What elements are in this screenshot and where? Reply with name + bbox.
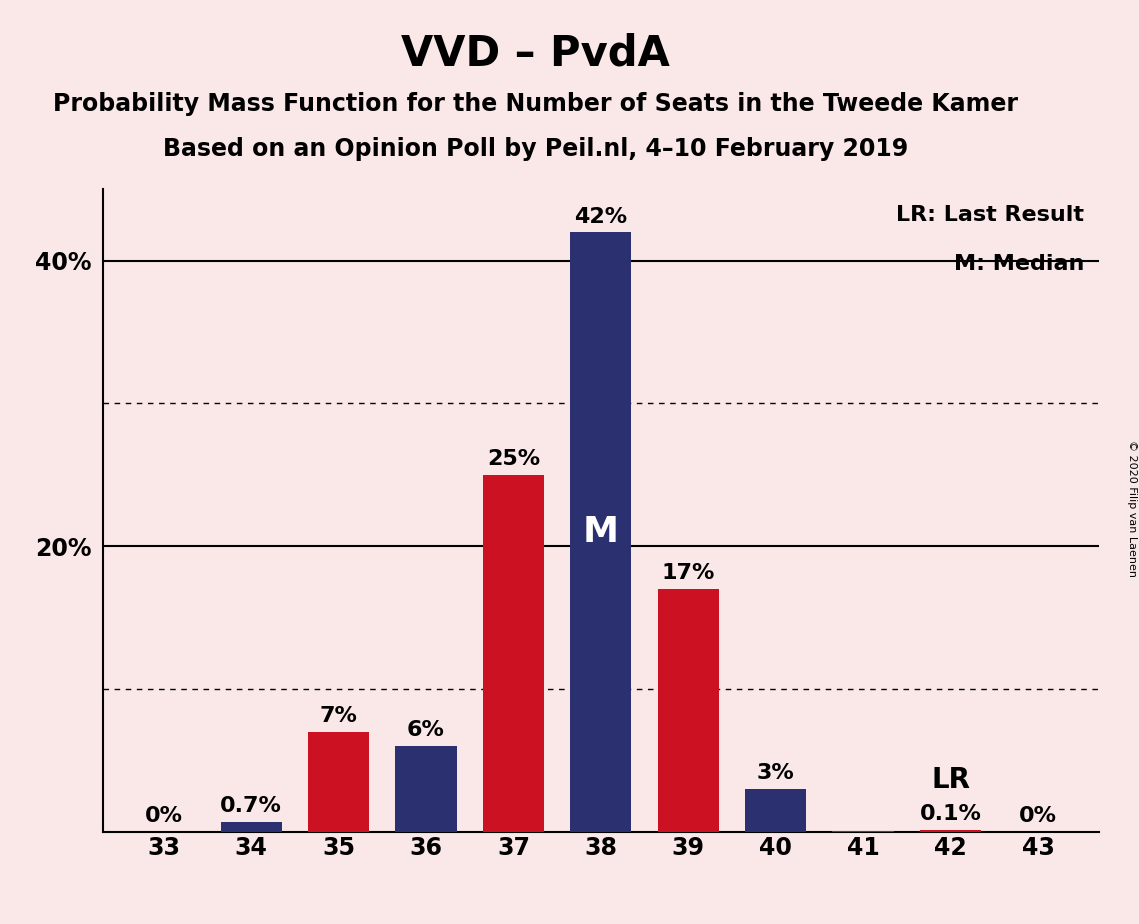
Text: M: Median: M: Median (953, 253, 1084, 274)
Text: 0.7%: 0.7% (220, 796, 282, 816)
Text: Probability Mass Function for the Number of Seats in the Tweede Kamer: Probability Mass Function for the Number… (52, 92, 1018, 116)
Text: 3%: 3% (756, 763, 795, 783)
Text: 7%: 7% (320, 706, 358, 726)
Bar (571, 232, 631, 832)
Text: 0%: 0% (145, 806, 182, 826)
Text: 0%: 0% (1019, 806, 1057, 826)
Bar (483, 475, 544, 832)
Bar (657, 589, 719, 832)
Text: LR: Last Result: LR: Last Result (896, 205, 1084, 225)
Text: 42%: 42% (574, 207, 628, 226)
Text: LR: LR (931, 767, 970, 795)
Bar (308, 732, 369, 832)
Text: 17%: 17% (662, 564, 715, 583)
Bar (221, 821, 281, 832)
Text: 25%: 25% (486, 449, 540, 469)
Bar (920, 830, 981, 832)
Text: VVD – PvdA: VVD – PvdA (401, 32, 670, 74)
Bar (745, 789, 806, 832)
Text: © 2020 Filip van Laenen: © 2020 Filip van Laenen (1126, 440, 1137, 577)
Text: 6%: 6% (407, 721, 445, 740)
Text: M: M (583, 515, 618, 549)
Text: Based on an Opinion Poll by Peil.nl, 4–10 February 2019: Based on an Opinion Poll by Peil.nl, 4–1… (163, 137, 908, 161)
Text: 0.1%: 0.1% (919, 805, 982, 824)
Bar (395, 746, 457, 832)
